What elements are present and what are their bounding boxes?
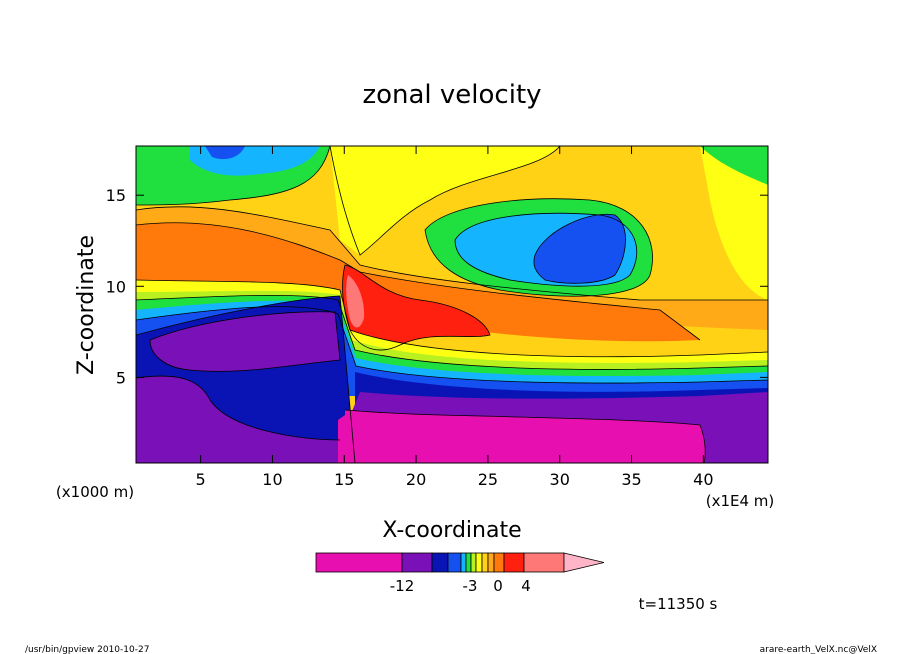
- x-tick-label: 5: [196, 470, 206, 489]
- colorbar-segment: [487, 552, 495, 573]
- region-blue-pocket: [533, 214, 626, 284]
- region-upper-yellow: [330, 146, 560, 255]
- chart-title: zonal velocity: [362, 80, 541, 110]
- region-pink-lee-core: [346, 275, 365, 328]
- contour-lines: [136, 146, 768, 463]
- region-mid-orange-deep: [136, 222, 700, 342]
- x-unit-left: (x1000 m): [56, 483, 134, 501]
- region-upstream-purple-pocket: [150, 311, 340, 372]
- region-mid-orange: [136, 206, 768, 330]
- colorbar-arrow: [563, 552, 605, 573]
- colorbar-segment: [465, 552, 472, 573]
- x-tick-label: 20: [406, 470, 426, 489]
- colorbar-segment: [315, 552, 403, 573]
- colorbar-tick-label: -12: [390, 577, 415, 595]
- colorbar-segment: [503, 552, 525, 573]
- time-label: t=11350 s: [639, 595, 718, 613]
- x-tick-label: 40: [693, 470, 713, 489]
- colorbar-segment: [470, 552, 477, 573]
- y-axis-label: Z-coordinate: [74, 235, 99, 375]
- colorbar-segment: [447, 552, 462, 573]
- colorbar-segment: [523, 552, 565, 573]
- region-east-green: [700, 146, 768, 185]
- footer-left: /usr/bin/gpview 2010-10-27: [25, 645, 149, 654]
- region-downstream-magenta: [345, 410, 706, 463]
- y-tick-label: 15: [106, 186, 126, 205]
- colorbar-segment: [460, 552, 467, 573]
- colorbar-tick-label: -3: [463, 577, 478, 595]
- y-tick-label: 5: [116, 368, 126, 387]
- y-axis-ticks: 5 10 15: [106, 186, 768, 387]
- x-tick-label: 10: [262, 470, 282, 489]
- plot-area: [136, 146, 768, 463]
- colorbar-segment: [493, 552, 505, 573]
- colorbar-tick-label: 4: [521, 577, 531, 595]
- region-column-magenta: [338, 410, 352, 463]
- x-unit-right: (x1E4 m): [706, 492, 775, 510]
- colorbar-tick-labels: -12 -3 0 4: [390, 577, 531, 595]
- x-tick-label: 30: [550, 470, 570, 489]
- region-red-lee-core: [342, 265, 490, 350]
- colorbar-tick-label: 0: [493, 577, 503, 595]
- colorbar-segment: [431, 552, 449, 573]
- region-upper-blue: [205, 146, 245, 160]
- colorbar-segment: [401, 552, 433, 573]
- x-tick-label: 35: [621, 470, 641, 489]
- colorbar: [315, 552, 605, 573]
- x-axis-label: X-coordinate: [382, 518, 521, 543]
- footer-right: arare-earth_VelX.nc@VelX: [760, 645, 877, 654]
- y-tick-label: 10: [106, 277, 126, 296]
- x-axis-ticks: 5 10 15 20 25 30 35 40: [196, 146, 714, 489]
- plot-frame: [135, 145, 769, 464]
- region-upper-yellow-east: [700, 146, 768, 300]
- x-tick-label: 15: [334, 470, 354, 489]
- colorbar-segment: [475, 552, 483, 573]
- colorbar-segment: [481, 552, 489, 573]
- x-tick-label: 25: [478, 470, 498, 489]
